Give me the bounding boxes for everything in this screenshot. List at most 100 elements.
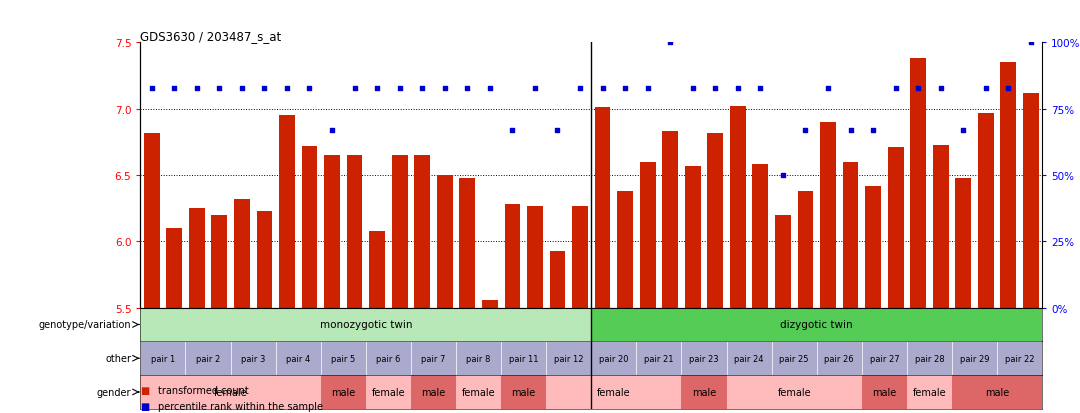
Bar (321, 375, 366, 409)
Bar (753, 165, 768, 308)
Text: ■: ■ (140, 385, 150, 395)
Point (165, 85, 183, 92)
Bar (956, 178, 971, 308)
Text: male: male (692, 387, 716, 397)
Bar (727, 342, 772, 375)
Bar (546, 342, 592, 375)
Point (571, 85, 589, 92)
Bar (772, 342, 816, 375)
Bar (636, 342, 681, 375)
Point (864, 127, 881, 134)
Point (482, 85, 499, 92)
Text: female: female (462, 387, 496, 397)
Bar (321, 342, 366, 375)
Text: pair 6: pair 6 (376, 354, 401, 363)
Bar (907, 375, 953, 409)
Bar (275, 342, 321, 375)
Point (955, 127, 972, 134)
Point (594, 85, 611, 92)
Bar (953, 342, 997, 375)
Bar (1023, 94, 1039, 308)
Bar (865, 186, 881, 308)
Bar (189, 209, 204, 308)
Text: pair 24: pair 24 (734, 354, 764, 363)
Bar (681, 375, 727, 409)
Text: pair 4: pair 4 (286, 354, 310, 363)
Bar (411, 342, 456, 375)
Text: pair 11: pair 11 (509, 354, 539, 363)
Bar (140, 308, 592, 342)
Text: pair 23: pair 23 (689, 354, 719, 363)
Text: female: female (372, 387, 405, 397)
Text: male: male (873, 387, 896, 397)
Point (774, 172, 792, 179)
Bar (347, 156, 363, 308)
Bar (501, 342, 546, 375)
Bar (978, 114, 994, 308)
Text: pair 26: pair 26 (824, 354, 854, 363)
Bar (862, 342, 907, 375)
Bar (166, 228, 183, 308)
Bar (730, 107, 745, 308)
Point (301, 85, 319, 92)
Point (459, 85, 476, 92)
Text: pair 7: pair 7 (421, 354, 446, 363)
Text: percentile rank within the sample: percentile rank within the sample (158, 401, 323, 411)
Bar (144, 133, 160, 308)
Bar (527, 206, 543, 308)
Point (391, 85, 408, 92)
Bar (369, 231, 384, 308)
Bar (186, 342, 231, 375)
Text: pair 3: pair 3 (241, 354, 266, 363)
Point (346, 85, 363, 92)
Text: female: female (778, 387, 811, 397)
Text: ■: ■ (140, 401, 150, 411)
Text: gender: gender (97, 387, 132, 397)
Bar (907, 342, 953, 375)
Bar (910, 59, 926, 308)
Point (256, 85, 273, 92)
Bar (140, 375, 321, 409)
Text: male: male (985, 387, 1009, 397)
Bar (279, 116, 295, 308)
Text: other: other (106, 354, 132, 363)
Text: pair 20: pair 20 (599, 354, 629, 363)
Bar (504, 205, 521, 308)
Bar (572, 206, 588, 308)
Bar (1000, 63, 1016, 308)
Point (617, 85, 634, 92)
Point (820, 85, 837, 92)
Bar (546, 375, 681, 409)
Text: female: female (597, 387, 631, 397)
Point (729, 85, 746, 92)
Point (233, 85, 251, 92)
Text: monozygotic twin: monozygotic twin (320, 320, 413, 330)
Text: dizygotic twin: dizygotic twin (781, 320, 853, 330)
Text: male: male (421, 387, 446, 397)
Bar (888, 148, 904, 308)
Bar (234, 199, 249, 308)
Bar (231, 342, 275, 375)
Bar (459, 178, 475, 308)
Point (1000, 85, 1017, 92)
Bar (820, 123, 836, 308)
Point (143, 85, 160, 92)
Text: genotype/variation: genotype/variation (39, 320, 132, 330)
Bar (685, 166, 701, 308)
Point (932, 85, 949, 92)
Point (639, 85, 657, 92)
Bar (456, 342, 501, 375)
Bar (592, 342, 636, 375)
Point (323, 127, 340, 134)
Text: pair 27: pair 27 (869, 354, 900, 363)
Bar (415, 156, 430, 308)
Bar (456, 375, 501, 409)
Point (526, 85, 543, 92)
Text: pair 12: pair 12 (554, 354, 583, 363)
Bar (482, 300, 498, 308)
Point (414, 85, 431, 92)
Bar (501, 375, 546, 409)
Bar (727, 375, 862, 409)
Point (188, 85, 205, 92)
Point (752, 85, 769, 92)
